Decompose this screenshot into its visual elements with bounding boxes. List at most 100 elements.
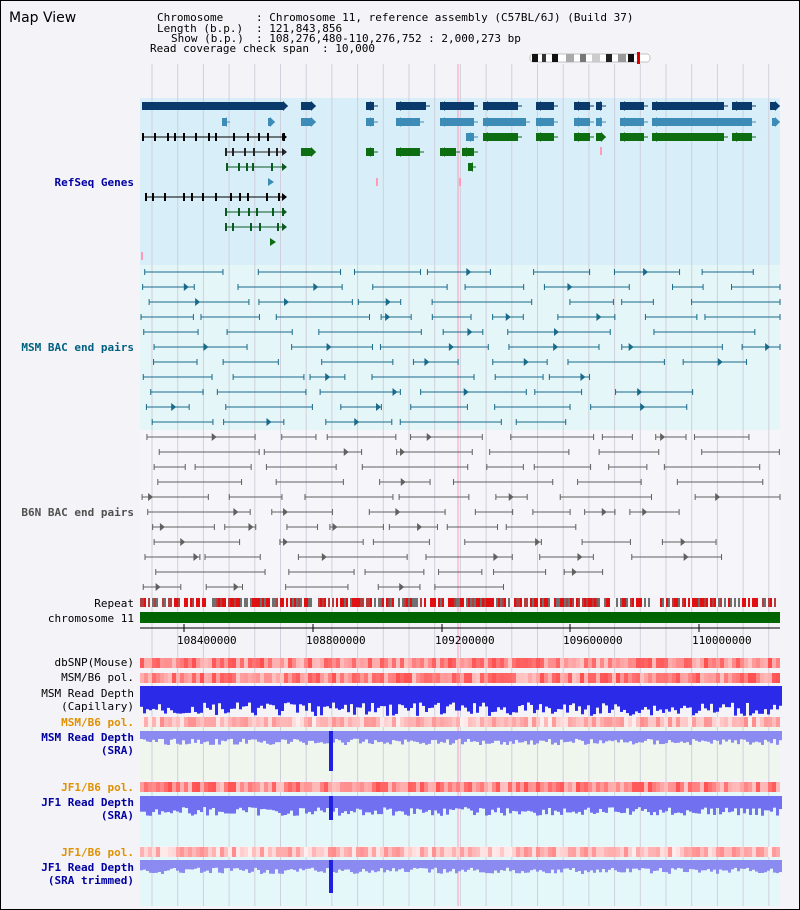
heat-cell bbox=[580, 717, 584, 727]
label-jf1-depth-sra: JF1 Read Depth bbox=[41, 796, 134, 809]
repeat-mark bbox=[258, 598, 260, 607]
depth-bar bbox=[344, 686, 347, 705]
depth-bar bbox=[239, 860, 242, 870]
gene-arrow bbox=[468, 162, 473, 172]
depth-bar bbox=[725, 860, 728, 871]
heat-cell bbox=[548, 782, 552, 792]
heat-cell bbox=[520, 847, 524, 857]
heat-cell bbox=[352, 658, 356, 668]
heat-cell bbox=[744, 847, 748, 857]
depth-bar bbox=[200, 731, 203, 744]
chromosome-ideogram[interactable] bbox=[528, 52, 653, 64]
heat-cell bbox=[624, 658, 628, 668]
repeat-mark bbox=[624, 598, 626, 607]
heat-cell bbox=[636, 847, 640, 857]
transcript-exon bbox=[226, 163, 228, 171]
depth-bar bbox=[461, 796, 464, 810]
heat-cell bbox=[728, 658, 732, 668]
heat-cell bbox=[572, 782, 576, 792]
heat-cell bbox=[404, 782, 408, 792]
bac-arrow bbox=[553, 328, 559, 336]
depth-bar bbox=[275, 860, 278, 870]
bac-arrow bbox=[493, 553, 499, 561]
repeat-mark bbox=[762, 598, 764, 607]
heat-cell bbox=[140, 847, 144, 857]
repeat-mark bbox=[174, 598, 176, 607]
heat-cell bbox=[776, 717, 780, 727]
heat-cell bbox=[180, 847, 184, 857]
heat-cell bbox=[404, 673, 408, 683]
depth-bar bbox=[434, 796, 437, 811]
heat-cell bbox=[696, 673, 700, 683]
depth-bar bbox=[269, 860, 272, 874]
heat-cell bbox=[772, 782, 776, 792]
depth-bar bbox=[173, 796, 176, 811]
depth-bar bbox=[779, 860, 782, 873]
depth-bar bbox=[425, 731, 428, 745]
depth-bar bbox=[449, 796, 452, 810]
heat-cell bbox=[148, 717, 152, 727]
repeat-mark bbox=[356, 598, 358, 607]
heat-cell bbox=[676, 673, 680, 683]
depth-bar bbox=[452, 686, 455, 703]
heat-cell bbox=[384, 673, 388, 683]
depth-bar bbox=[674, 796, 677, 814]
heat-cell bbox=[244, 782, 248, 792]
depth-bar bbox=[212, 731, 215, 745]
depth-bar bbox=[437, 731, 440, 744]
heat-cell bbox=[600, 847, 604, 857]
repeat-mark bbox=[710, 598, 712, 607]
depth-bar bbox=[644, 860, 647, 869]
heat-cell bbox=[692, 658, 696, 668]
depth-bar bbox=[461, 731, 464, 745]
heat-cell bbox=[384, 658, 388, 668]
depth-bar bbox=[458, 796, 461, 809]
depth-bar bbox=[683, 860, 686, 873]
gene-arrow bbox=[440, 101, 445, 111]
repeat-mark bbox=[746, 598, 748, 607]
repeat-mark bbox=[458, 598, 460, 607]
heat-cell bbox=[340, 673, 344, 683]
depth-bar bbox=[338, 796, 341, 816]
repeat-mark bbox=[372, 598, 374, 607]
depth-bar bbox=[440, 796, 443, 816]
depth-bar bbox=[599, 686, 602, 714]
heat-cell bbox=[392, 717, 396, 727]
depth-bar bbox=[728, 860, 731, 873]
heat-cell bbox=[612, 847, 616, 857]
depth-bar bbox=[227, 796, 230, 814]
repeat-mark bbox=[370, 598, 372, 607]
heat-cell bbox=[496, 658, 500, 668]
heat-cell bbox=[188, 782, 192, 792]
repeat-mark bbox=[608, 598, 610, 607]
heat-cell bbox=[164, 673, 168, 683]
depth-bar bbox=[203, 686, 206, 703]
bac-arrow bbox=[571, 568, 577, 576]
repeat-mark bbox=[526, 598, 528, 607]
heat-cell bbox=[368, 673, 372, 683]
repeat-mark bbox=[494, 598, 496, 607]
transcript-exon bbox=[250, 223, 252, 231]
depth-bar bbox=[254, 686, 257, 716]
info-show-key: Show (b.p.) bbox=[171, 32, 244, 45]
heat-cell bbox=[616, 782, 620, 792]
snp-mark bbox=[600, 147, 602, 155]
heat-cell bbox=[760, 673, 764, 683]
heat-cell bbox=[176, 717, 180, 727]
depth-bar bbox=[755, 860, 758, 872]
repeat-mark bbox=[712, 598, 714, 607]
depth-bar bbox=[242, 860, 245, 871]
depth-bar bbox=[569, 731, 572, 742]
repeat-mark bbox=[162, 598, 164, 607]
heat-cell bbox=[460, 847, 464, 857]
depth-bar bbox=[764, 796, 767, 811]
heat-cell bbox=[280, 847, 284, 857]
gene-arrow bbox=[366, 147, 371, 157]
repeat-mark bbox=[338, 598, 340, 607]
heat-cell bbox=[176, 673, 180, 683]
heat-cell bbox=[556, 717, 560, 727]
depth-bar bbox=[665, 731, 668, 744]
bac-arrow bbox=[392, 388, 398, 396]
heat-cell bbox=[380, 847, 384, 857]
